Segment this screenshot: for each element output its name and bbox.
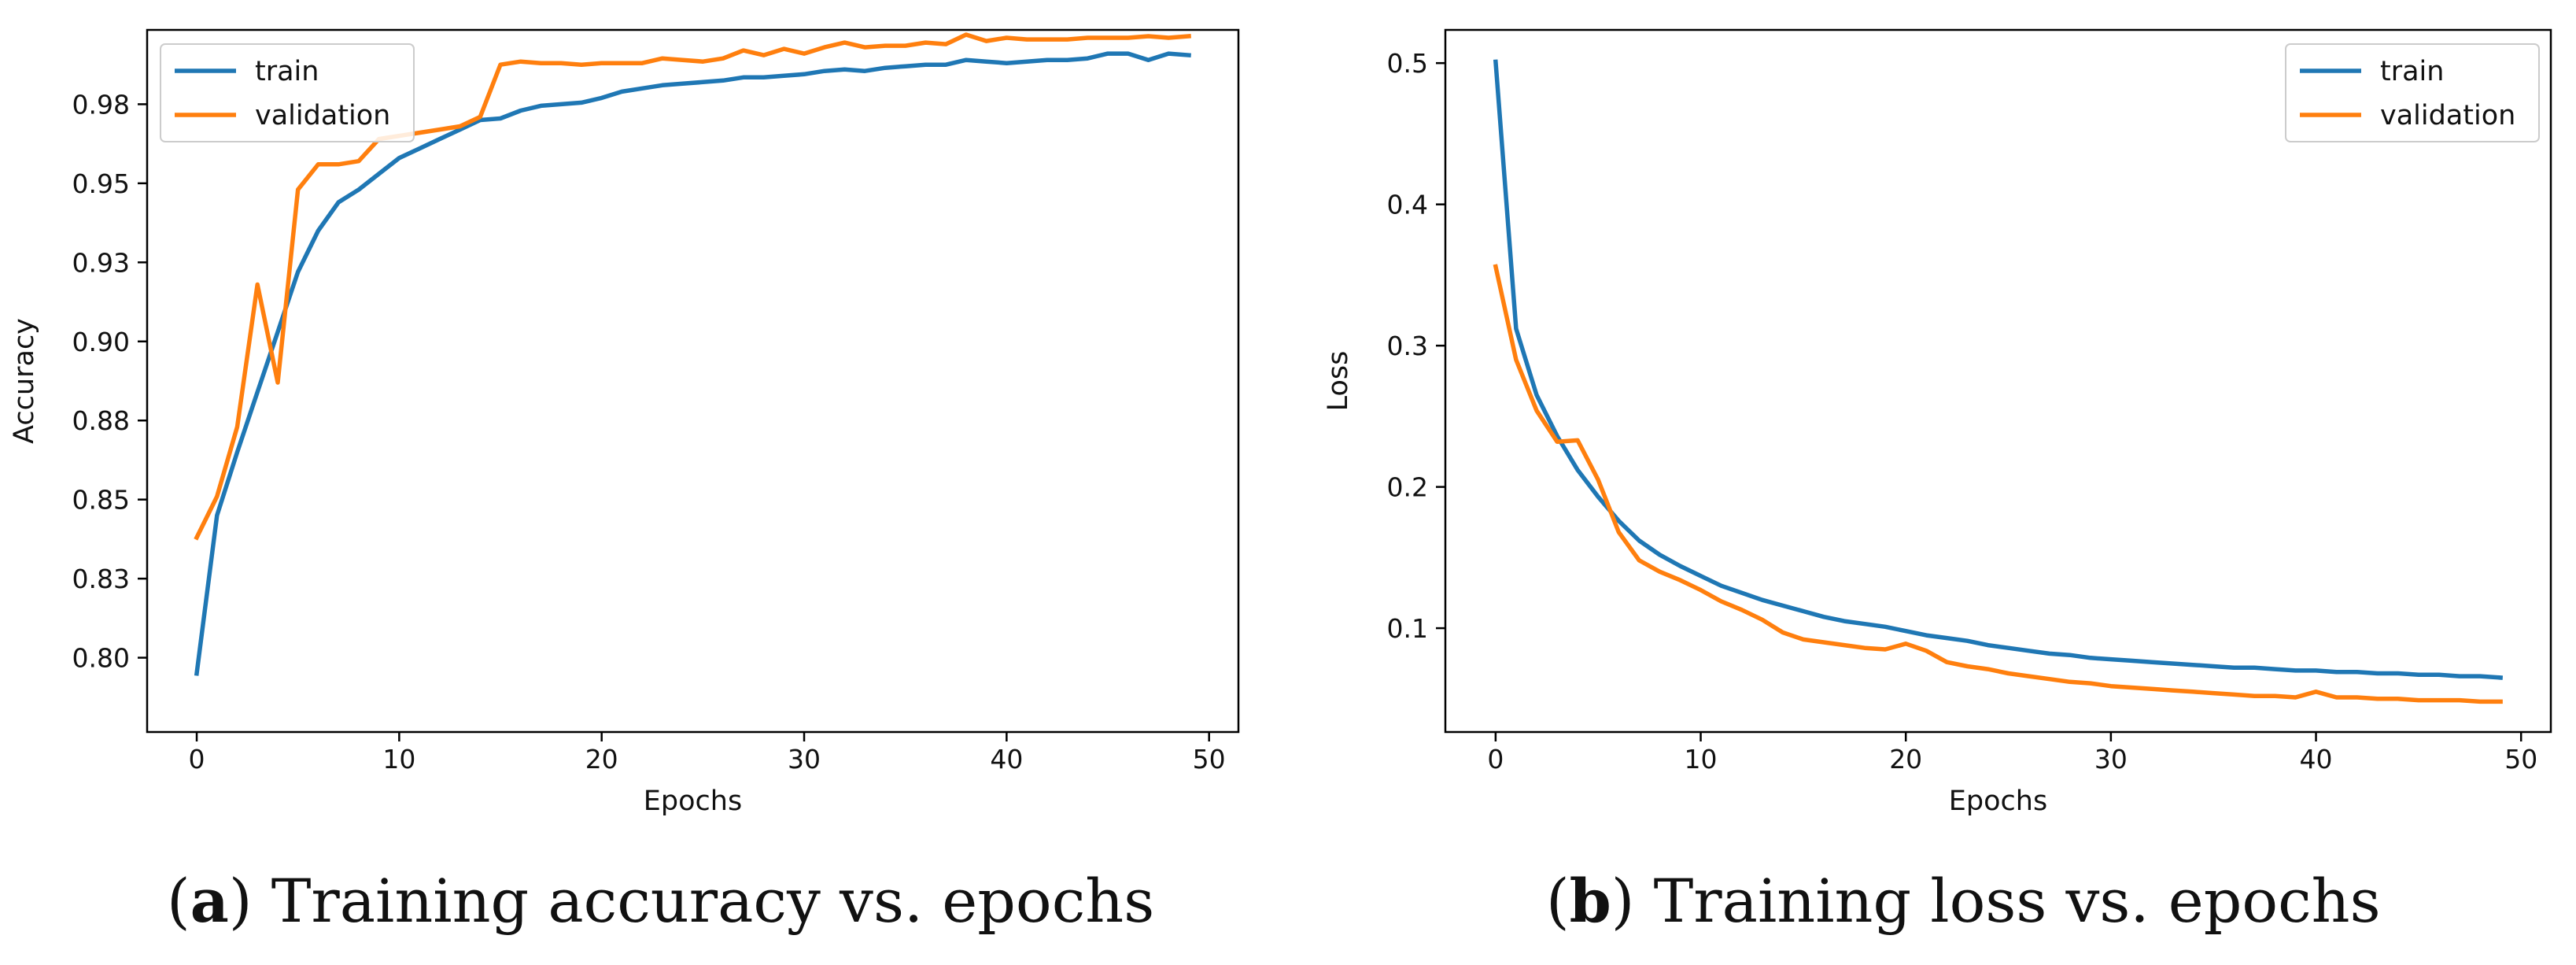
accuracy-legend: train validation: [160, 43, 415, 142]
accuracy-x-tick-label: 50: [1193, 744, 1226, 775]
accuracy-y-axis-label: Accuracy: [9, 318, 40, 444]
loss-x-tick-label: 40: [2300, 744, 2333, 775]
loss-chart: 0 10 20 30 40 50 0.1 0.2 0.3 0.4 0.5 Epochs Loss trai…: [1323, 28, 2552, 817]
accuracy-series-validation: [194, 32, 1191, 541]
loss-legend: train validation: [2285, 43, 2540, 142]
caption-b: (b) Training loss vs. epochs: [1546, 866, 2381, 936]
loss-x-tick-label: 10: [1685, 744, 1718, 775]
loss-y-tick-label: 0.3: [1387, 331, 1428, 361]
loss-legend-box: [2285, 43, 2540, 142]
caption-a-text: Training accuracy vs. epochs: [271, 866, 1155, 936]
accuracy-x-tick-label: 0: [189, 744, 205, 775]
loss-y-tick-label: 0.1: [1387, 613, 1428, 644]
accuracy-y-tick-label: 0.98: [72, 89, 130, 120]
accuracy-legend-label-validation: validation: [255, 100, 390, 131]
loss-y-tick-label: 0.5: [1387, 48, 1428, 79]
loss-x-tick-label: 20: [1889, 744, 1922, 775]
accuracy-y-tick-label: 0.93: [72, 247, 130, 278]
loss-axes-frame: [1444, 28, 2552, 734]
loss-series-validation: [1493, 264, 2503, 704]
loss-legend-label-validation: validation: [2380, 100, 2515, 131]
accuracy-legend-box: [160, 43, 415, 142]
accuracy-axes-frame: [146, 28, 1240, 734]
accuracy-x-tick-label: 10: [382, 744, 415, 775]
loss-y-tick-label: 0.4: [1387, 190, 1428, 220]
loss-y-tick-label: 0.2: [1387, 472, 1428, 503]
loss-x-tick-label: 0: [1487, 744, 1504, 775]
accuracy-x-tick-label: 30: [788, 744, 821, 775]
caption-b-text: Training loss vs. epochs: [1653, 866, 2381, 936]
accuracy-y-tick-label: 0.80: [72, 643, 130, 674]
accuracy-series-train: [194, 51, 1191, 676]
caption-a-letter: a: [190, 866, 229, 936]
accuracy-y-tick-label: 0.88: [72, 405, 130, 436]
accuracy-legend-label-train: train: [255, 56, 319, 87]
caption-b-letter: b: [1569, 866, 1611, 936]
accuracy-y-tick-label: 0.95: [72, 168, 130, 199]
accuracy-y-tick-label: 0.83: [72, 564, 130, 594]
accuracy-x-axis-label: Epochs: [644, 786, 742, 817]
accuracy-y-tick-label: 0.85: [72, 485, 130, 516]
accuracy-x-tick-label: 40: [990, 744, 1023, 775]
loss-legend-label-train: train: [2380, 56, 2444, 87]
accuracy-x-tick-label: 20: [585, 744, 618, 775]
loss-x-axis-label: Epochs: [1949, 786, 2047, 817]
loss-x-tick-label: 30: [2094, 744, 2128, 775]
loss-series-train: [1493, 59, 2504, 680]
accuracy-y-tick-label: 0.90: [72, 327, 130, 357]
loss-x-tick-label: 50: [2504, 744, 2537, 775]
loss-y-axis-label: Loss: [1323, 351, 1354, 412]
accuracy-chart: 0 10 20 30 40 50 0.80 0.83 0.85 0.88 0.90 0.93 0.95 0…: [9, 28, 1240, 817]
caption-a: (a) Training accuracy vs. epochs: [167, 866, 1155, 936]
